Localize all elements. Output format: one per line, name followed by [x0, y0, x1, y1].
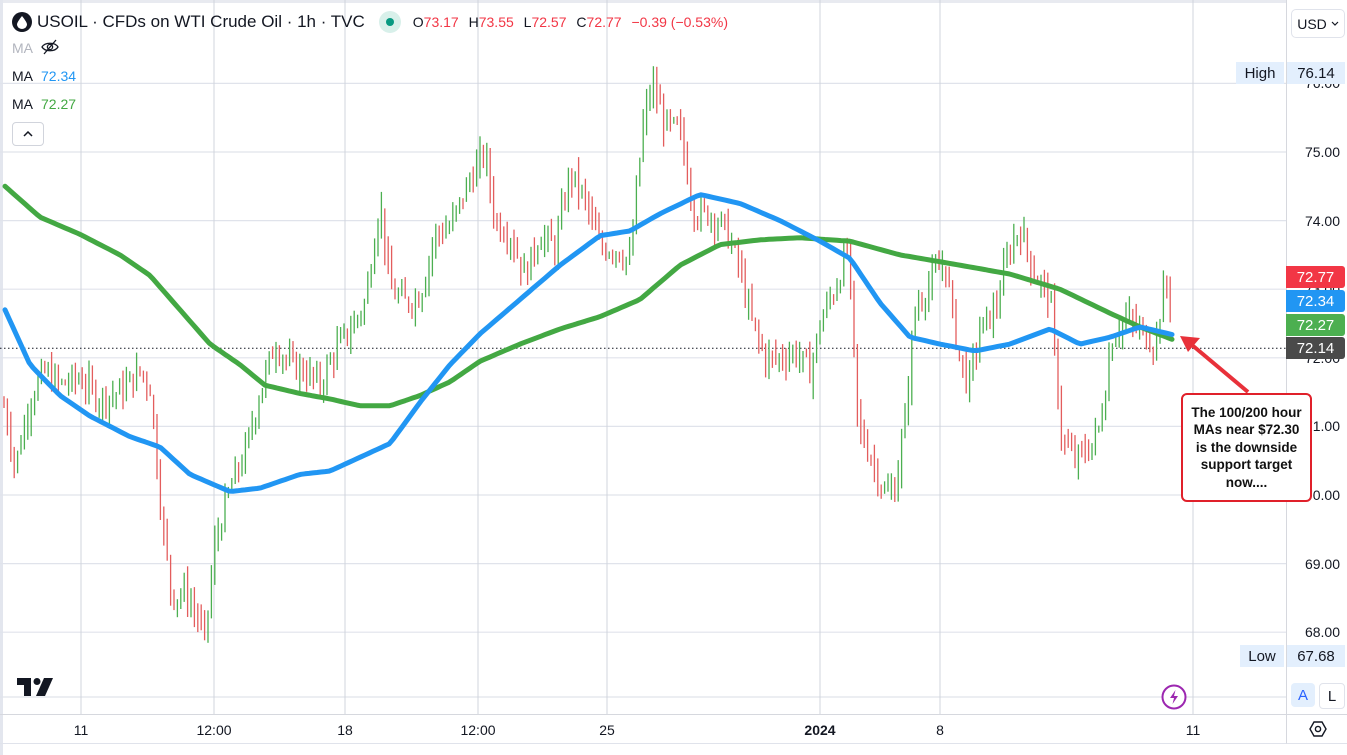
indicator-value: 72.34 — [41, 68, 77, 84]
close-label: C — [576, 14, 587, 30]
indicator-ma-200[interactable]: MA 72.27 — [12, 90, 734, 118]
annotation-callout: The 100/200 hour MAs near $72.30 is the … — [1181, 393, 1312, 502]
gear-hexagon-icon — [1308, 721, 1327, 737]
time-tick-label: 2024 — [804, 722, 836, 738]
collapse-legend-button[interactable] — [12, 122, 44, 146]
price-chart-canvas[interactable] — [0, 0, 1286, 714]
low-marker-value: 67.68 — [1287, 645, 1345, 667]
time-tick-label: 8 — [936, 722, 944, 738]
time-tick-label: 11 — [1185, 722, 1201, 738]
auto-scale-button[interactable]: A — [1291, 683, 1315, 707]
chart-grid — [0, 0, 1286, 714]
ma-100-line[interactable] — [2, 192, 1175, 494]
high-marker-label: High — [1236, 62, 1284, 84]
ma-200-line[interactable] — [2, 183, 1175, 409]
currency-label: USD — [1297, 15, 1327, 32]
price-tick-label: 69.00 — [1304, 555, 1340, 572]
last-price-tag: 72.77 — [1286, 266, 1345, 288]
chart-settings-button[interactable] — [1286, 714, 1347, 744]
high-marker-value: 76.14 — [1287, 62, 1345, 84]
lightning-bolt-icon[interactable] — [1161, 684, 1187, 710]
time-tick-label: 18 — [337, 722, 353, 738]
time-tick-label: 11 — [73, 722, 89, 738]
symbol-title[interactable]: USOIL · CFDs on WTI Crude Oil · 1h · TVC — [37, 12, 365, 31]
close-value: 72.77 — [586, 14, 622, 30]
time-tick-label: 12:00 — [460, 722, 496, 738]
open-label: O — [412, 14, 424, 30]
symbol-header: USOIL · CFDs on WTI Crude Oil · 1h · TVC… — [12, 10, 734, 34]
indicator-value: 72.27 — [41, 96, 77, 112]
price-bars — [3, 66, 1171, 643]
ma-200-price-tag: 72.27 — [1286, 314, 1345, 336]
time-tick-label: 12:00 — [196, 722, 232, 738]
tradingview-logo[interactable] — [17, 677, 54, 702]
eye-off-icon[interactable] — [41, 39, 59, 58]
low-value: 72.57 — [531, 14, 567, 30]
window-left-border — [0, 0, 3, 755]
low-marker-label: Low — [1240, 645, 1284, 667]
price-tick-label: 71.00 — [1304, 418, 1340, 435]
indicator-label: MA — [12, 68, 33, 84]
market-open-dot-icon — [378, 11, 401, 33]
price-tick-label: 75.00 — [1304, 144, 1340, 160]
indicator-label: MA — [12, 96, 33, 112]
price-tick-label: 70.00 — [1304, 487, 1340, 503]
log-scale-button[interactable]: L — [1319, 683, 1345, 709]
indicator-label: MA — [12, 40, 33, 56]
price-tick-label: 68.00 — [1304, 624, 1340, 641]
oil-drop-icon[interactable] — [12, 12, 32, 32]
chevron-up-icon — [23, 131, 33, 137]
chart-legend: USOIL · CFDs on WTI Crude Oil · 1h · TVC… — [12, 10, 734, 146]
price-tick-label: 74.00 — [1304, 212, 1340, 229]
currency-button[interactable]: USD — [1291, 9, 1345, 38]
ma-100-price-tag: 72.34 — [1286, 290, 1345, 312]
chevron-down-icon — [1331, 21, 1339, 26]
ohlc-values: O73.17 H73.55 L72.57 C72.77 −0.39 (−0.53… — [413, 14, 734, 30]
high-label: H — [468, 14, 479, 30]
time-axis[interactable]: 11 12:00 18 12:00 25 2024 8 11 — [0, 714, 1286, 744]
low-label: L — [523, 14, 532, 30]
indicator-ma-hidden[interactable]: MA — [12, 34, 734, 62]
crosshair-price-tag: 72.14 — [1286, 337, 1345, 359]
window-top-border — [0, 0, 1347, 3]
high-value: 73.55 — [478, 14, 514, 30]
time-tick-label: 25 — [599, 722, 615, 738]
indicator-ma-100[interactable]: MA 72.34 — [12, 62, 734, 90]
annotation-arrow — [1180, 336, 1250, 394]
open-value: 73.17 — [423, 14, 459, 30]
change-value: −0.39 (−0.53%) — [631, 14, 728, 30]
